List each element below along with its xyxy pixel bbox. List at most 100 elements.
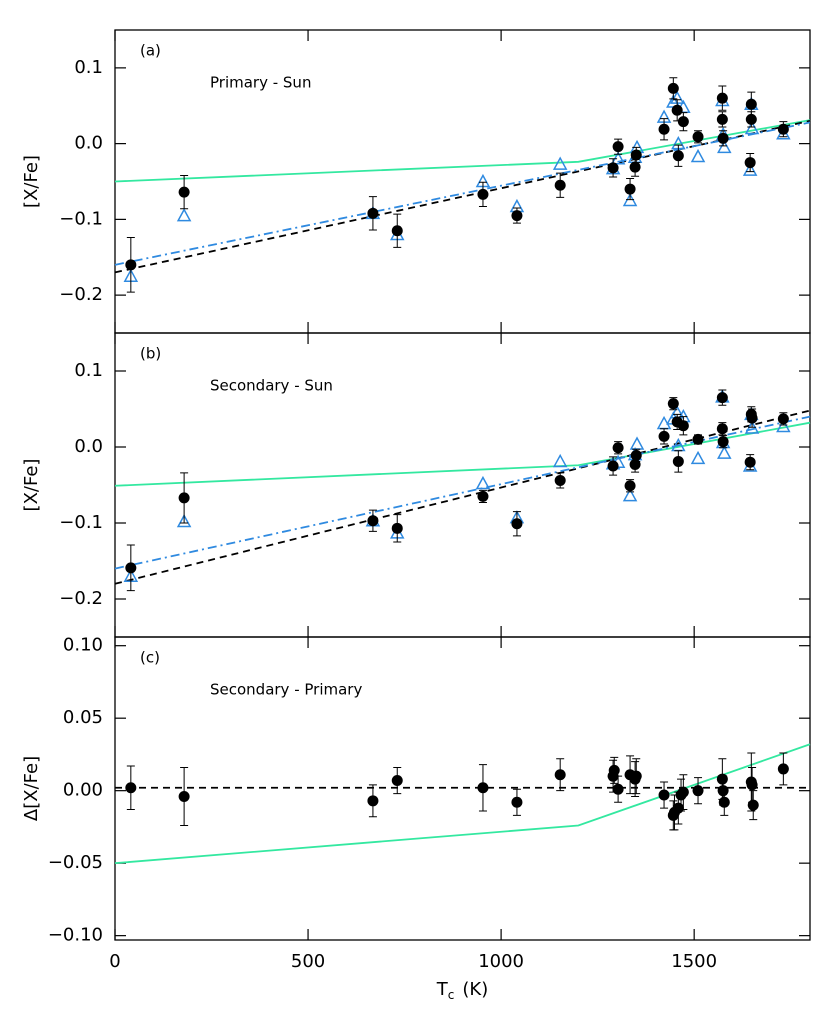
data-point — [477, 490, 489, 502]
data-point — [677, 786, 689, 798]
x-label-symbol: T — [436, 979, 449, 1000]
x-tick-label: 1500 — [671, 951, 717, 972]
data-point — [717, 132, 729, 144]
data-point — [554, 769, 566, 781]
y-tick-label: −0.10 — [48, 925, 103, 946]
x-axis-label: Tc (K) — [436, 979, 488, 1002]
data-point — [612, 141, 624, 153]
x-label-subscript: c — [448, 988, 455, 1002]
data-point — [742, 162, 758, 176]
data-point — [475, 475, 491, 490]
y-tick-label: 0.1 — [74, 360, 103, 381]
panel-annotation: (a) — [140, 42, 161, 60]
data-point — [745, 98, 757, 110]
data-point — [716, 392, 728, 404]
x-tick-label: 500 — [291, 951, 325, 972]
data-point — [624, 480, 636, 492]
fit-line — [114, 119, 811, 183]
data-point — [718, 796, 730, 808]
data-point — [391, 775, 403, 787]
data-point — [745, 113, 757, 125]
data-point — [776, 418, 791, 433]
fit-line — [114, 743, 811, 865]
data-point — [477, 188, 489, 200]
data-point — [746, 412, 758, 424]
x-tick-label: 1000 — [478, 951, 524, 972]
data-point — [477, 782, 489, 794]
data-point — [672, 802, 684, 814]
data-point — [178, 186, 190, 198]
data-point — [125, 562, 137, 574]
data-point — [624, 183, 636, 195]
data-point — [717, 139, 732, 154]
data-point — [717, 785, 729, 797]
x-label-unit: (K) — [462, 979, 488, 1000]
data-point — [692, 785, 704, 797]
data-point — [607, 460, 619, 472]
data-point — [554, 474, 566, 486]
data-point — [744, 120, 760, 135]
data-point — [717, 445, 732, 459]
y-tick-label: 0.0 — [74, 133, 103, 154]
fit-line — [114, 409, 811, 585]
x-tick-label: 0 — [109, 951, 120, 972]
y-tick-label: −0.1 — [59, 208, 103, 229]
data-point — [692, 433, 704, 445]
data-point — [612, 783, 624, 795]
data-point — [552, 453, 568, 468]
data-point — [511, 518, 523, 530]
data-point — [391, 225, 403, 237]
data-point — [672, 455, 684, 467]
y-axis-label: [X/Fe] — [21, 459, 42, 512]
data-point — [176, 208, 192, 222]
data-point — [176, 513, 192, 528]
data-point — [630, 149, 642, 161]
data-point — [744, 456, 756, 468]
data-point — [777, 413, 789, 425]
data-point — [716, 92, 728, 104]
panel-annotation: (b) — [140, 345, 161, 363]
panel-annotation: Secondary - Sun — [210, 377, 333, 395]
y-axis-label: [X/Fe] — [21, 155, 42, 208]
data-point — [777, 123, 789, 135]
data-point — [716, 423, 728, 435]
y-tick-label: 0.10 — [63, 635, 103, 656]
data-point — [677, 420, 689, 432]
data-point — [612, 442, 624, 454]
data-point — [692, 131, 704, 143]
data-point — [629, 161, 641, 173]
data-point — [178, 492, 190, 504]
data-point — [629, 436, 645, 450]
data-point — [391, 522, 403, 534]
panel-annotation: Primary - Sun — [210, 74, 311, 92]
data-point — [744, 157, 756, 169]
data-point — [671, 104, 683, 116]
fit-line — [114, 121, 811, 266]
y-tick-label: −0.1 — [59, 512, 103, 533]
y-tick-label: −0.2 — [59, 588, 103, 609]
fit-line — [114, 421, 811, 487]
data-point — [677, 116, 689, 128]
data-point — [552, 156, 568, 170]
data-point — [125, 259, 137, 271]
y-axis-label: Δ[X/Fe] — [21, 756, 42, 821]
data-point — [717, 436, 729, 448]
data-point — [367, 207, 379, 219]
data-point — [630, 449, 642, 461]
data-point — [367, 515, 379, 527]
data-point — [667, 82, 679, 94]
data-point — [690, 148, 706, 163]
data-point — [511, 796, 523, 808]
data-point — [658, 789, 670, 801]
data-point — [777, 763, 789, 775]
data-point — [125, 782, 137, 794]
data-point — [178, 790, 190, 802]
data-point — [367, 795, 379, 807]
data-point — [608, 764, 620, 776]
y-tick-label: −0.05 — [48, 852, 103, 873]
data-point — [667, 398, 679, 410]
data-point — [690, 450, 706, 465]
data-point — [747, 799, 759, 811]
